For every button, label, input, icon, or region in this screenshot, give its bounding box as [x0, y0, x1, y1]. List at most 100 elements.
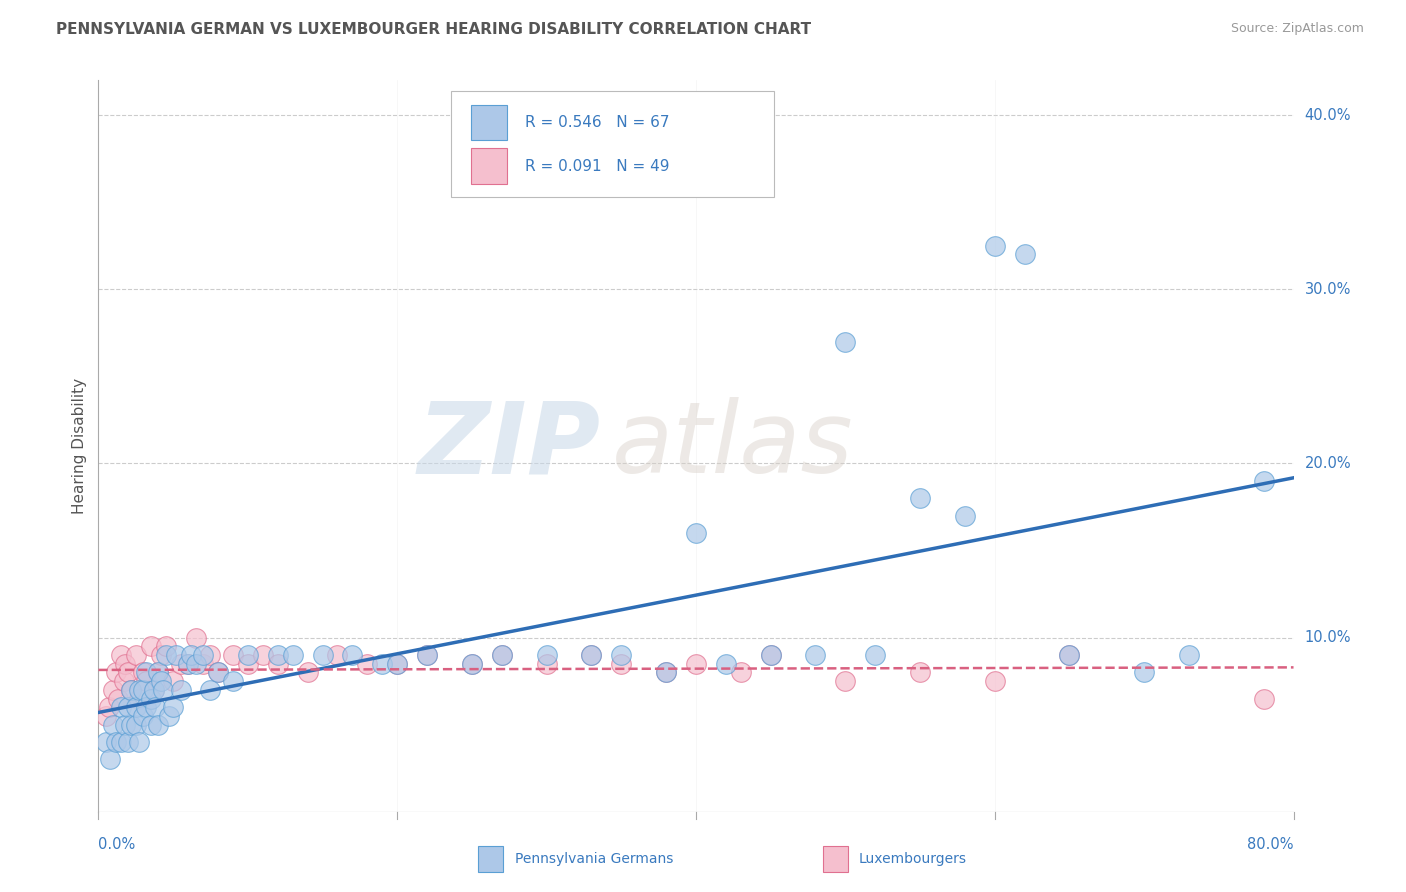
Point	[150, 674, 173, 689]
Point	[1253, 691, 1275, 706]
Point	[125, 700, 148, 714]
Point	[191, 648, 214, 662]
Point	[169, 682, 191, 697]
Point	[97, 700, 120, 714]
Point	[120, 717, 142, 731]
Text: R = 0.091   N = 49: R = 0.091 N = 49	[524, 159, 669, 174]
Point	[143, 700, 166, 714]
Point	[581, 648, 603, 662]
Point	[685, 657, 707, 671]
Point	[491, 648, 513, 662]
Text: 20.0%: 20.0%	[1305, 456, 1351, 471]
Point	[356, 657, 378, 671]
Point	[177, 657, 200, 671]
Point	[155, 640, 177, 654]
Text: Luxembourgers: Luxembourgers	[859, 852, 967, 866]
Point	[117, 665, 139, 680]
Text: 0.0%: 0.0%	[98, 837, 135, 852]
Point	[128, 691, 150, 706]
Point	[135, 700, 157, 714]
Point	[125, 648, 148, 662]
Point	[267, 648, 290, 662]
Point	[311, 648, 333, 662]
Point	[112, 674, 135, 689]
Y-axis label: Hearing Disability: Hearing Disability	[72, 378, 87, 514]
Point	[236, 657, 259, 671]
Point	[150, 648, 173, 662]
Point	[148, 665, 170, 680]
Point	[117, 700, 139, 714]
Point	[953, 508, 976, 523]
Text: atlas: atlas	[612, 398, 853, 494]
Point	[655, 665, 678, 680]
Text: 30.0%: 30.0%	[1305, 282, 1351, 297]
Point	[983, 674, 1005, 689]
Point	[655, 665, 678, 680]
Point	[139, 640, 162, 654]
Point	[139, 691, 162, 706]
Point	[94, 709, 117, 723]
Point	[385, 657, 409, 671]
Point	[908, 491, 931, 506]
Point	[222, 648, 245, 662]
Point	[326, 648, 349, 662]
Point	[610, 648, 633, 662]
Point	[759, 648, 782, 662]
Point	[207, 665, 229, 680]
Point	[834, 674, 856, 689]
Text: Source: ZipAtlas.com: Source: ZipAtlas.com	[1230, 22, 1364, 36]
Point	[117, 735, 139, 749]
Text: R = 0.546   N = 67: R = 0.546 N = 67	[524, 115, 669, 130]
Point	[536, 657, 558, 671]
Point	[252, 648, 274, 662]
Point	[207, 665, 229, 680]
Point	[157, 709, 180, 723]
Point	[191, 657, 214, 671]
Point	[132, 665, 155, 680]
FancyBboxPatch shape	[471, 105, 508, 140]
Point	[685, 526, 707, 541]
Text: 10.0%: 10.0%	[1305, 630, 1351, 645]
Point	[110, 700, 132, 714]
Text: 40.0%: 40.0%	[1305, 108, 1351, 122]
Point	[98, 752, 122, 766]
Point	[165, 648, 187, 662]
Point	[103, 682, 125, 697]
Point	[132, 682, 155, 697]
Point	[491, 648, 513, 662]
Text: PENNSYLVANIA GERMAN VS LUXEMBOURGER HEARING DISABILITY CORRELATION CHART: PENNSYLVANIA GERMAN VS LUXEMBOURGER HEAR…	[56, 22, 811, 37]
Point	[1253, 474, 1275, 488]
Point	[983, 238, 1005, 252]
Point	[94, 735, 117, 749]
Point	[105, 665, 128, 680]
FancyBboxPatch shape	[451, 91, 773, 197]
Point	[865, 648, 887, 662]
Point	[120, 682, 142, 697]
Point	[1133, 665, 1156, 680]
Point	[139, 717, 162, 731]
Point	[152, 682, 174, 697]
FancyBboxPatch shape	[471, 148, 508, 184]
Point	[184, 657, 207, 671]
Point	[908, 665, 931, 680]
Point	[236, 648, 259, 662]
Point	[281, 648, 304, 662]
Point	[759, 648, 782, 662]
Point	[110, 735, 132, 749]
Point	[581, 648, 603, 662]
Point	[200, 682, 222, 697]
Point	[416, 648, 439, 662]
Point	[169, 657, 191, 671]
Point	[120, 682, 142, 697]
Point	[142, 682, 165, 697]
Point	[297, 665, 319, 680]
Point	[834, 334, 856, 349]
Point	[114, 657, 136, 671]
Point	[110, 648, 132, 662]
Point	[142, 682, 165, 697]
Point	[128, 682, 150, 697]
Point	[177, 657, 200, 671]
Point	[135, 665, 157, 680]
Point	[730, 665, 752, 680]
Point	[200, 648, 222, 662]
